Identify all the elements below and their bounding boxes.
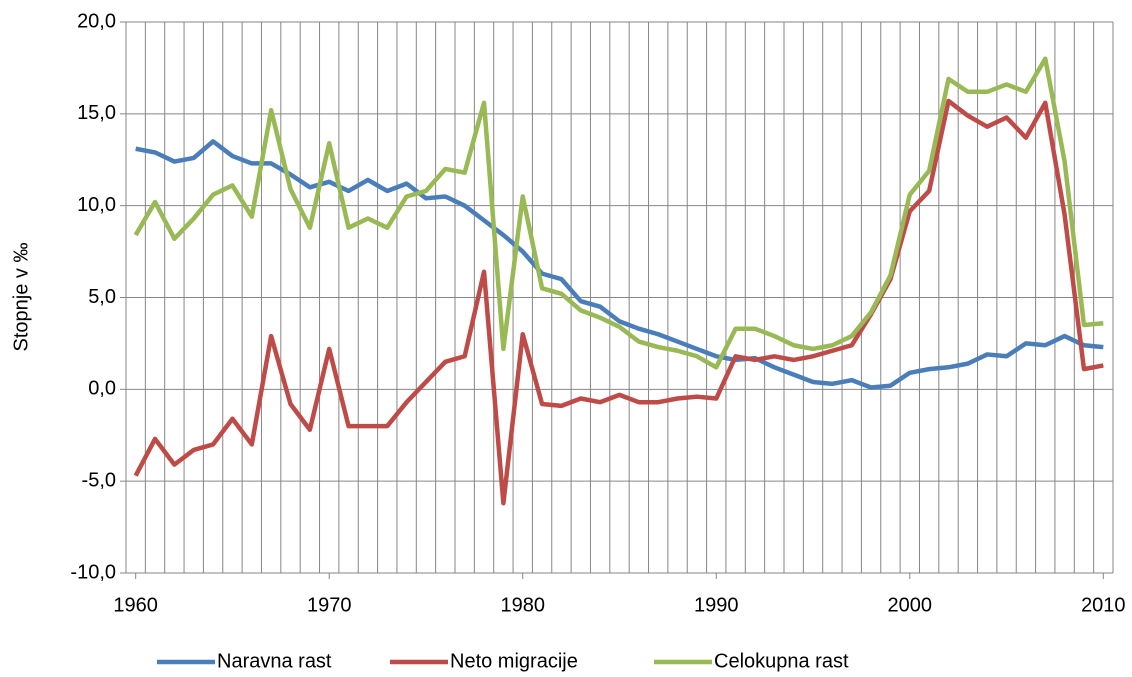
x-tick-label: 1990: [694, 594, 739, 616]
series-line: [133, 98, 1104, 506]
y-tick-label: 20,0: [77, 10, 116, 32]
y-tick-label: 15,0: [77, 102, 116, 124]
y-tick-label: 0,0: [88, 378, 116, 400]
x-tick-label: 1980: [500, 594, 545, 616]
y-tick-label: 10,0: [77, 194, 116, 216]
x-tick-label: 2000: [888, 594, 933, 616]
x-tick-label: 2010: [1081, 594, 1126, 616]
y-axis-label: Stopnje v ‰: [10, 243, 32, 352]
legend-label: Celokupna rast: [714, 650, 849, 672]
legend-label: Naravna rast: [217, 650, 332, 672]
legend-label: Neto migracije: [450, 650, 578, 672]
series-line: [133, 56, 1104, 370]
series-line: [135, 139, 1104, 390]
y-tick-label: 5,0: [88, 286, 116, 308]
x-tick-label: 1960: [113, 594, 158, 616]
y-tick-label: -10,0: [70, 561, 116, 583]
x-tick-label: 1970: [307, 594, 352, 616]
y-tick-label: -5,0: [82, 469, 116, 491]
